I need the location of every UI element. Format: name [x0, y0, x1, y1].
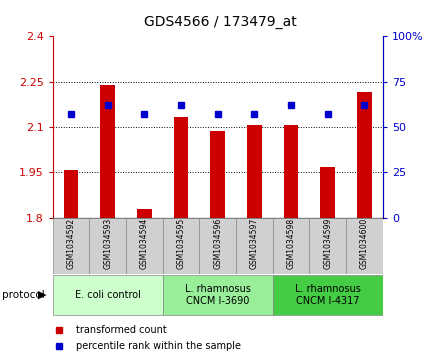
Bar — [247, 125, 262, 218]
Text: GSM1034599: GSM1034599 — [323, 217, 332, 269]
Bar — [320, 167, 335, 218]
Bar — [273, 275, 383, 315]
Text: GSM1034596: GSM1034596 — [213, 217, 222, 269]
Bar — [284, 125, 298, 218]
Text: GSM1034600: GSM1034600 — [360, 217, 369, 269]
Text: transformed count: transformed count — [76, 325, 167, 335]
Bar — [53, 275, 163, 315]
Text: GSM1034598: GSM1034598 — [286, 217, 296, 269]
Bar — [346, 218, 383, 274]
Bar — [273, 218, 309, 274]
Bar — [210, 131, 225, 218]
Text: protocol: protocol — [2, 290, 45, 300]
Text: GSM1034597: GSM1034597 — [250, 217, 259, 269]
Bar — [163, 275, 273, 315]
Bar — [357, 92, 372, 218]
Bar — [126, 218, 163, 274]
Text: L. rhamnosus
CNCM I-4317: L. rhamnosus CNCM I-4317 — [295, 284, 361, 306]
Text: E. coli control: E. coli control — [75, 290, 141, 300]
Text: GSM1034594: GSM1034594 — [140, 217, 149, 269]
Text: GSM1034592: GSM1034592 — [66, 217, 76, 269]
Bar — [137, 209, 152, 218]
Bar — [174, 117, 188, 218]
Text: GSM1034595: GSM1034595 — [176, 217, 186, 269]
Bar — [53, 218, 89, 274]
Bar — [236, 218, 273, 274]
Bar — [199, 218, 236, 274]
Bar — [89, 218, 126, 274]
Text: percentile rank within the sample: percentile rank within the sample — [76, 340, 241, 351]
Text: GSM1034593: GSM1034593 — [103, 217, 112, 269]
Text: L. rhamnosus
CNCM I-3690: L. rhamnosus CNCM I-3690 — [185, 284, 251, 306]
Text: GDS4566 / 173479_at: GDS4566 / 173479_at — [143, 15, 297, 29]
Text: ▶: ▶ — [37, 290, 46, 300]
Bar — [64, 170, 78, 218]
Bar — [163, 218, 199, 274]
Bar — [100, 85, 115, 218]
Bar — [309, 218, 346, 274]
